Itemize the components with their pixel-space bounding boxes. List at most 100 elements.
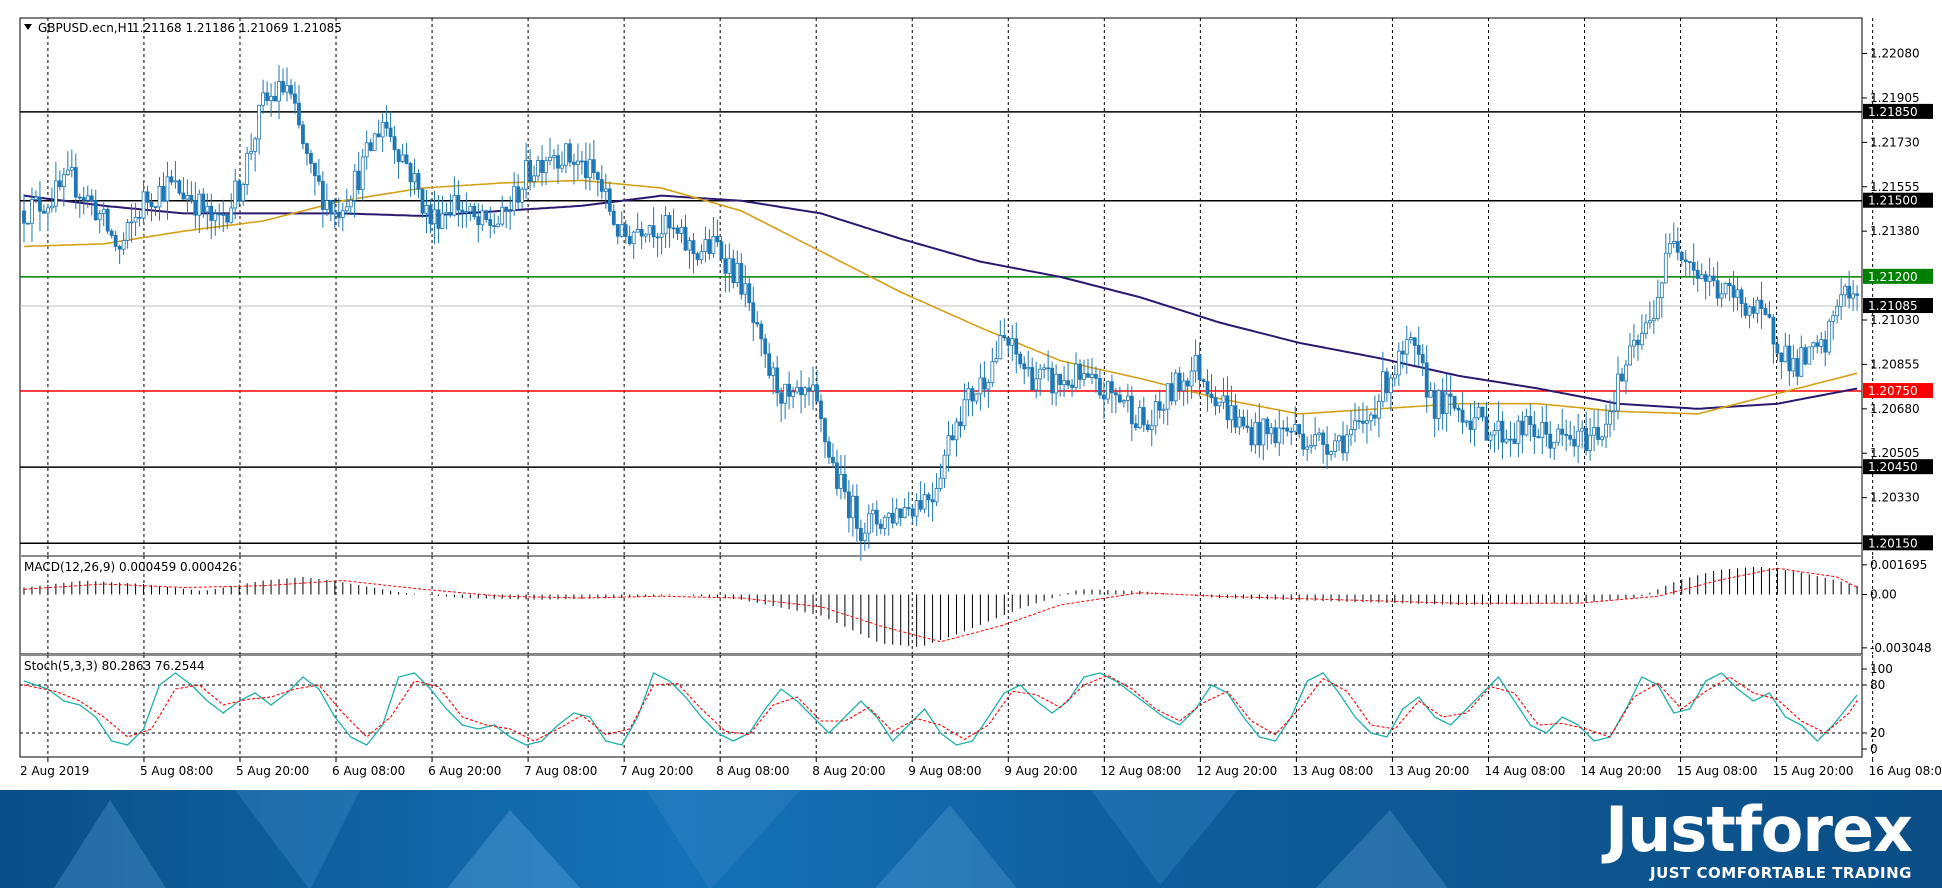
candle-body <box>954 421 959 441</box>
time-tick-label: 6 Aug 08:00 <box>332 764 405 778</box>
macd-panel: 0.001695 0.00 -0.003048 MACD(12,26,9) 0.00… <box>19 555 1932 655</box>
candle-body <box>57 180 62 188</box>
candle-body <box>1293 424 1298 432</box>
candle-body <box>595 172 600 180</box>
candle-body <box>384 121 389 129</box>
candle-body <box>1010 338 1015 346</box>
candle-body <box>1532 424 1537 437</box>
candle-body <box>129 221 134 224</box>
candle-body <box>723 258 728 274</box>
candle-body <box>293 93 297 104</box>
candle-body <box>133 216 138 223</box>
candle-body <box>1428 390 1433 398</box>
candle-body <box>675 227 680 234</box>
candle-body <box>416 173 421 190</box>
candle-body <box>532 175 536 182</box>
level-tag-label: 1.20150 <box>1868 536 1918 550</box>
candle-body <box>1707 275 1712 282</box>
candle-body <box>671 227 676 230</box>
candle-body <box>368 142 373 151</box>
dropdown-triangle-icon[interactable] <box>24 24 32 30</box>
candle-body <box>576 160 580 165</box>
candle-body <box>599 179 604 192</box>
candle-body <box>1480 406 1485 418</box>
candle-body <box>161 186 166 202</box>
candle-body <box>1090 374 1094 378</box>
candle-body <box>141 191 146 219</box>
macd-histogram <box>23 566 1858 647</box>
candle-body <box>1365 420 1369 424</box>
candle-body <box>1173 372 1178 402</box>
candle-body <box>783 383 788 404</box>
time-tick-label: 12 Aug 08:00 <box>1100 764 1181 778</box>
candle-body <box>1767 314 1772 318</box>
candle-body <box>1221 395 1226 403</box>
candle-body <box>408 163 413 183</box>
candle-body <box>583 160 588 179</box>
candle-body <box>922 494 927 510</box>
symbol-label: GBPUSD.ecn,H1 <box>38 21 134 35</box>
candle-body <box>779 392 784 404</box>
candle-body <box>619 224 624 237</box>
candle-body <box>1309 445 1314 448</box>
candle-body <box>1584 427 1589 451</box>
candle-body <box>328 200 333 215</box>
stoch-tick-label: 0 <box>1870 742 1878 756</box>
candle-body <box>1285 427 1290 432</box>
candle-body <box>1380 371 1385 402</box>
candle-body <box>520 188 525 203</box>
time-tick-label: 5 Aug 20:00 <box>236 764 309 778</box>
candle-body <box>631 231 636 245</box>
candle-body <box>580 160 584 163</box>
time-tick-label: 9 Aug 08:00 <box>908 764 981 778</box>
candle-body <box>1444 393 1449 415</box>
candle-body <box>1484 416 1489 441</box>
candle-body <box>926 494 931 501</box>
candle-body <box>1496 420 1501 431</box>
candle-body <box>831 456 835 464</box>
candle-body <box>1337 435 1341 442</box>
candle-body <box>380 121 385 138</box>
candle-body <box>173 180 178 183</box>
candle-body <box>356 170 361 191</box>
candle-body <box>484 210 489 220</box>
candle-body <box>1145 424 1150 431</box>
candle-body <box>1102 394 1106 400</box>
candle-body <box>1094 374 1098 379</box>
candle-body <box>1855 293 1859 296</box>
candle-body <box>1113 392 1118 396</box>
candle-body <box>93 200 98 221</box>
price-tick-label: 1.21380 <box>1870 224 1920 238</box>
candle-body <box>862 532 867 542</box>
time-tick-label: 14 Aug 20:00 <box>1581 764 1662 778</box>
candle-body <box>1209 393 1214 399</box>
stoch-main-line <box>23 672 1858 746</box>
candle-body <box>843 473 847 493</box>
candle-body <box>1030 367 1035 391</box>
candle-body <box>1133 423 1138 429</box>
candle-body <box>1237 416 1242 428</box>
time-tick-label: 13 Aug 20:00 <box>1388 764 1469 778</box>
level-tag <box>1863 535 1933 551</box>
candle-body <box>316 175 321 182</box>
candle-body <box>1568 435 1573 440</box>
level-tag <box>1863 192 1933 208</box>
candle-body <box>978 377 983 395</box>
candle-body <box>1612 410 1616 413</box>
level-tag-label: 1.21850 <box>1868 105 1918 119</box>
candle-body <box>1739 289 1744 305</box>
candle-body <box>1392 374 1397 379</box>
candle-body <box>440 213 445 229</box>
candle-body <box>277 81 281 102</box>
candle-body <box>667 215 672 229</box>
candle-body <box>1488 434 1493 441</box>
candle-body <box>109 230 114 236</box>
candle-body <box>1835 305 1840 317</box>
candle-body <box>1002 335 1007 339</box>
candle-body <box>611 210 616 225</box>
price-tick-label: 1.20505 <box>1870 446 1920 460</box>
candle-body <box>1440 390 1445 415</box>
candle-body <box>866 513 871 534</box>
candle-body <box>1643 322 1648 334</box>
candle-body <box>1070 384 1074 388</box>
